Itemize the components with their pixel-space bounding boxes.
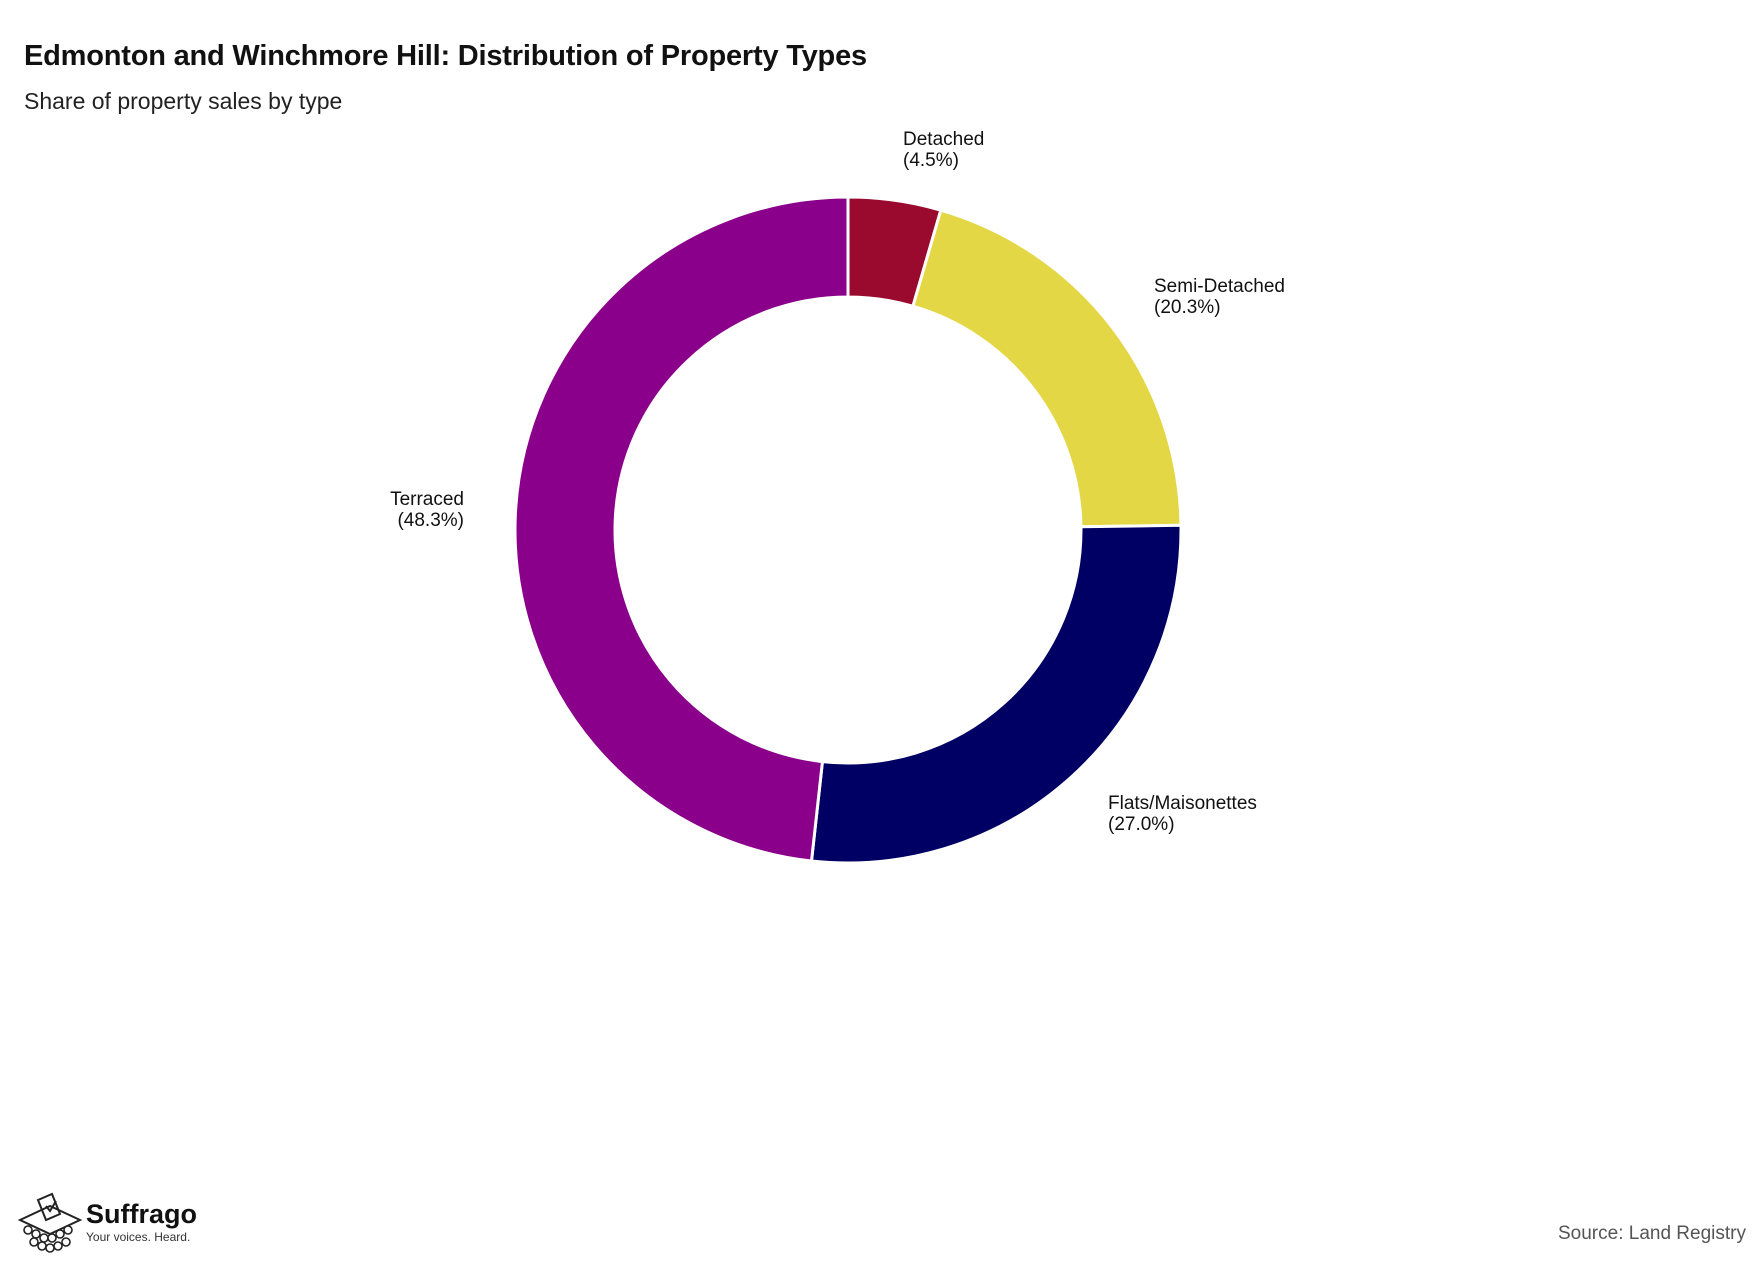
slice-label-detached: Detached (4.5%) (903, 129, 984, 171)
slice-labels: Detached (4.5%) Semi-Detached (20.3%) Flats/… (390, 129, 1285, 835)
slice-flats-maisonettes (809, 523, 1183, 865)
slice-terraced (513, 195, 850, 863)
slice-semi-detached (911, 208, 1183, 529)
chart-subtitle: Share of property sales by type (24, 88, 343, 114)
brand-name: Suffrago (86, 1199, 197, 1229)
slice-label-semi-detached: Semi-Detached (20.3%) (1154, 276, 1285, 318)
slice-label-flats-maisonettes: Flats/Maisonettes (27.0%) (1108, 793, 1257, 835)
slice-label-terraced: Terraced (48.3%) (390, 489, 464, 531)
donut-slices (513, 195, 1183, 865)
brand-logo: Suffrago Your voices. Heard. (14, 1190, 197, 1254)
source-note: Source: Land Registry (1558, 1223, 1746, 1244)
ballot-box-icon (17, 1192, 83, 1253)
brand-tagline: Your voices. Heard. (86, 1230, 191, 1244)
brand-text: Suffrago Your voices. Heard. (86, 1200, 197, 1244)
chart-title: Edmonton and Winchmore Hill: Distributio… (24, 40, 867, 72)
